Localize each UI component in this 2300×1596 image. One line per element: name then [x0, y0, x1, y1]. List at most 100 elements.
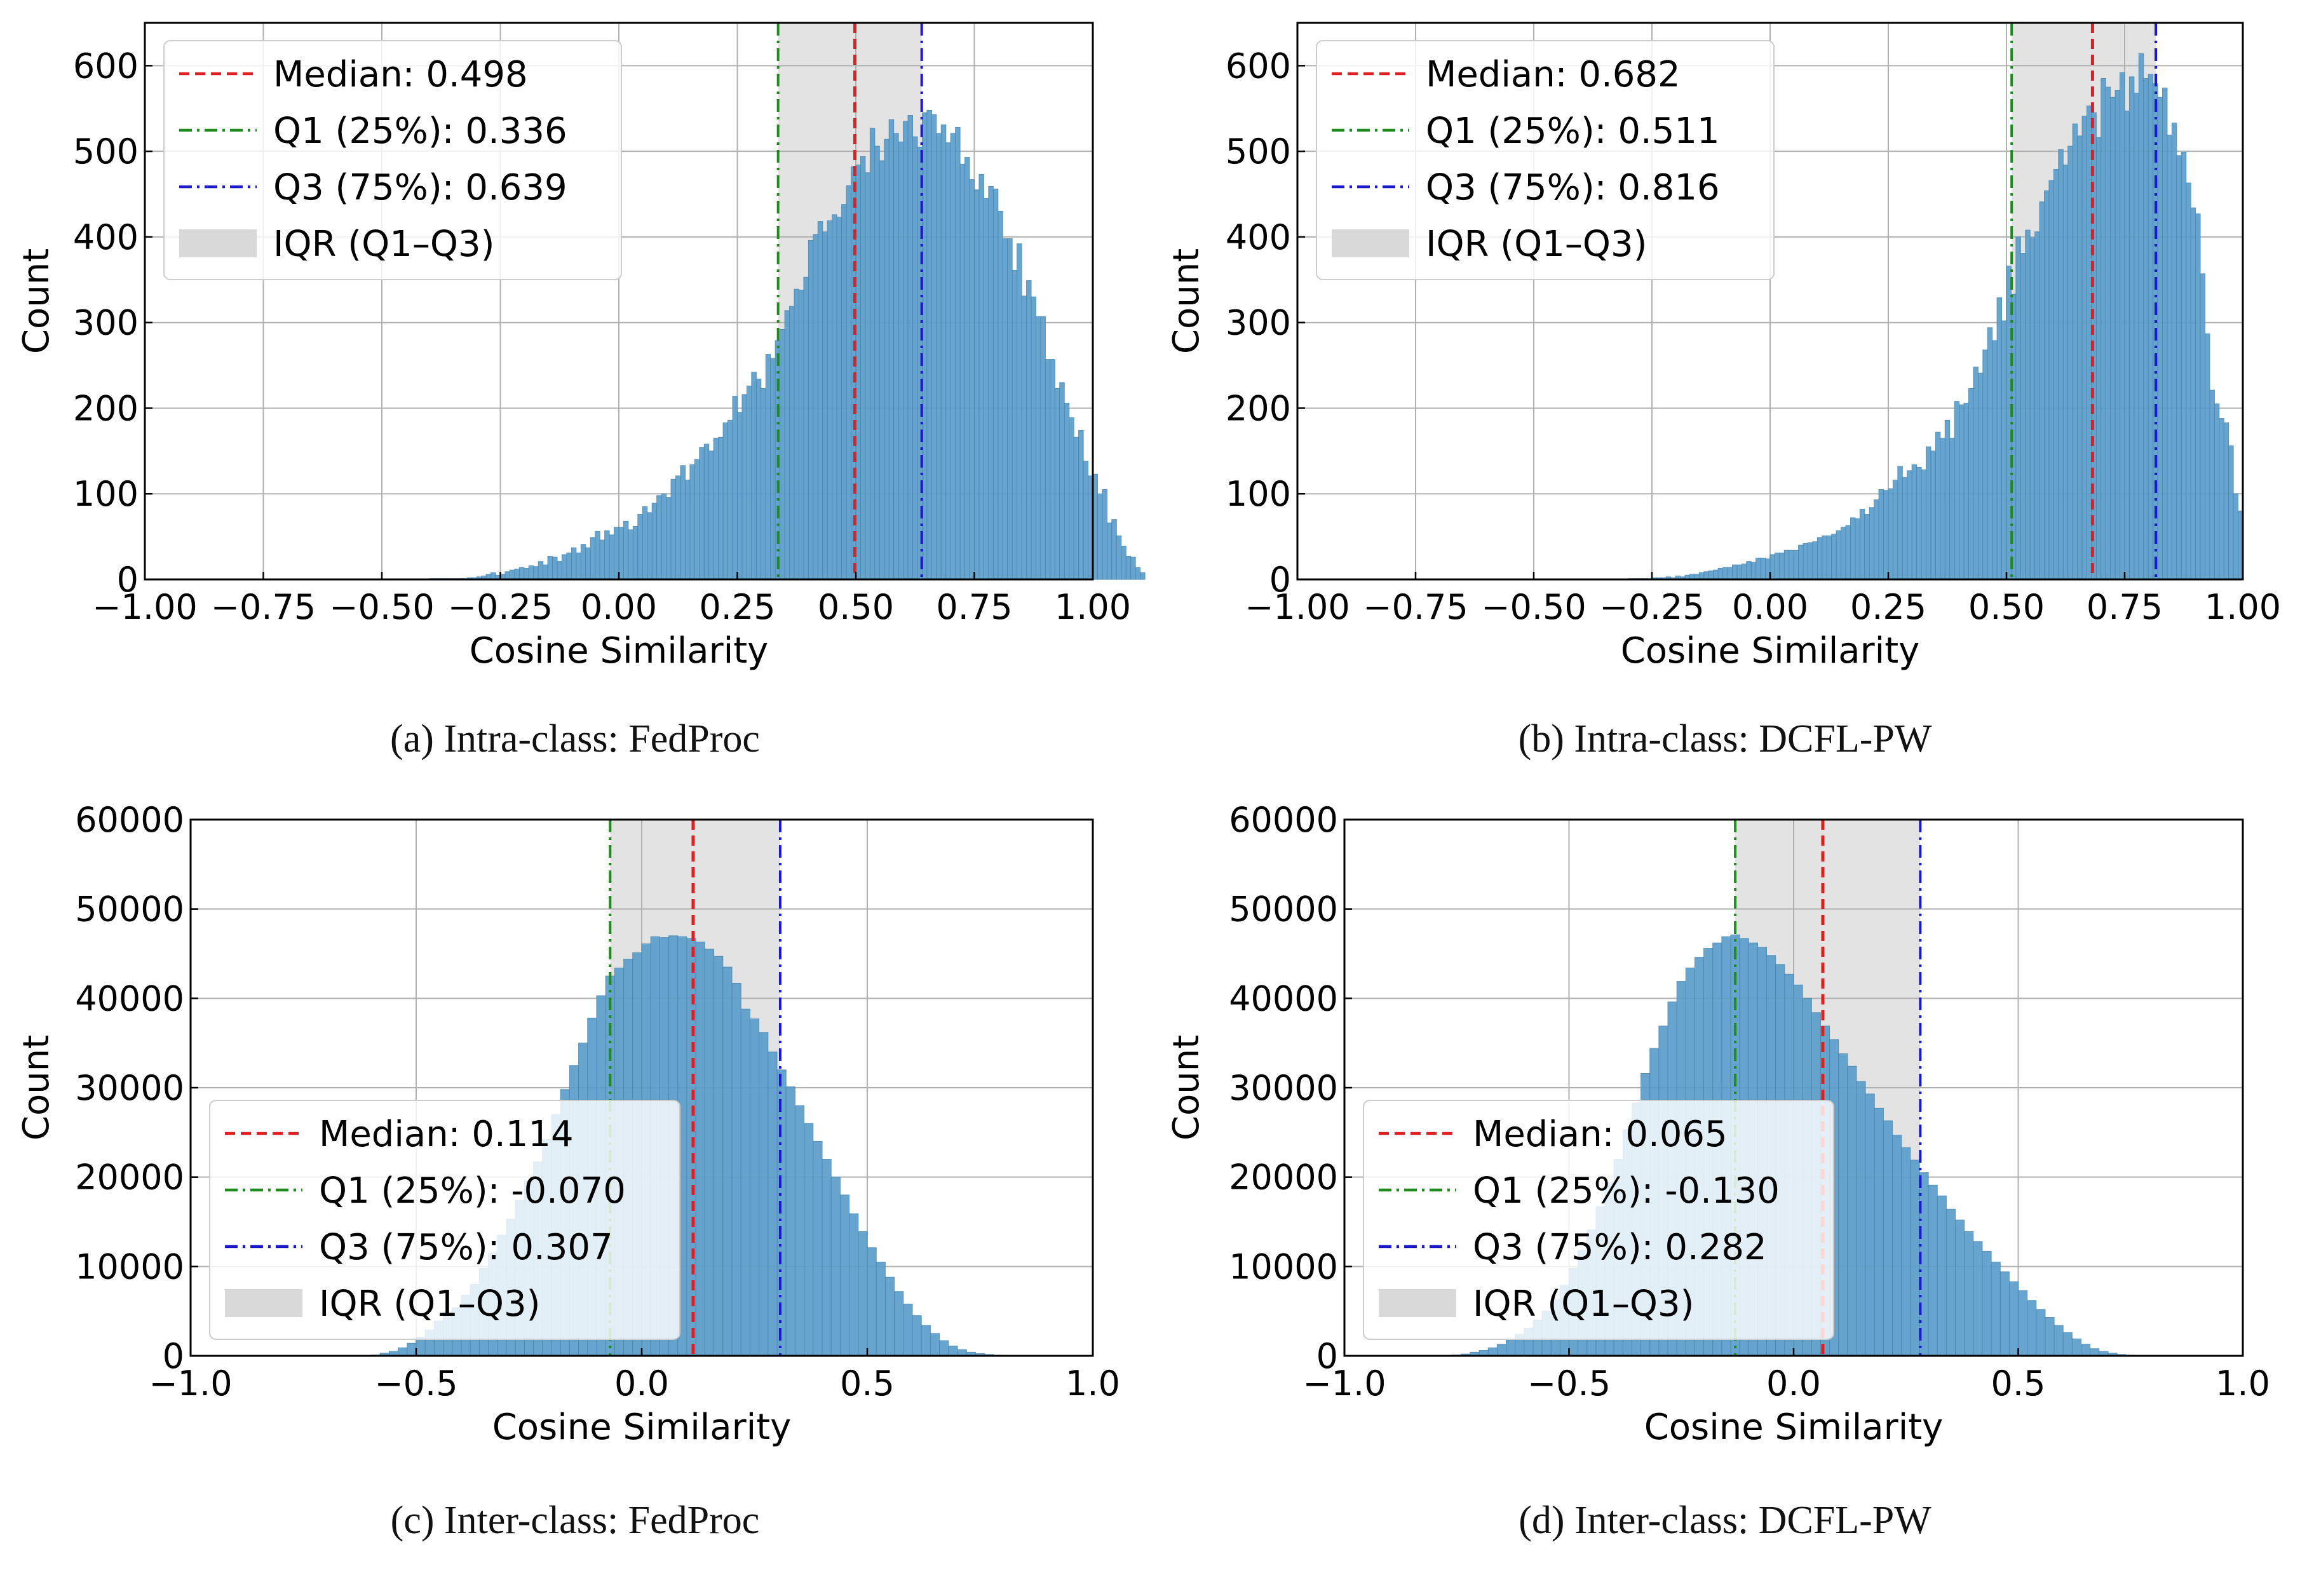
panel-a-bar: [780, 328, 785, 580]
panel-a-bar: [666, 497, 672, 580]
panel-a-bar: [637, 514, 643, 580]
panel-d-bar: [2036, 1309, 2046, 1356]
panel-a-xtick-label: 0.75: [936, 587, 1012, 627]
panel-b-bar: [1878, 489, 1884, 580]
panel-c-bar: [930, 1333, 940, 1356]
panel-b-bar: [1892, 480, 1898, 580]
panel-d-legend-box: [1363, 1100, 1834, 1340]
panel-c-bar: [839, 1194, 850, 1356]
panel-a-bar: [846, 185, 852, 580]
panel-d-bar: [2080, 1344, 2091, 1356]
panel-c-bar: [407, 1342, 417, 1356]
panel-b-bar: [1977, 372, 1984, 580]
panel-d-ytick-label: 10000: [1229, 1247, 1338, 1287]
panel-d-ytick-label: 50000: [1229, 889, 1338, 930]
panel-a-bar: [1097, 493, 1103, 580]
panel-a-bar: [936, 133, 942, 580]
panel-c-ytick-label: 30000: [75, 1068, 184, 1108]
panel-c-legend-iqr-swatch: [225, 1289, 302, 1317]
panel-a-bar: [670, 478, 677, 580]
panel-b-xtick-label: 0.25: [1850, 587, 1926, 627]
panel-b-bar: [2114, 90, 2121, 580]
panel-b-bar: [2020, 253, 2026, 580]
panel-c-bar: [749, 1018, 760, 1356]
panel-a-xtick-label: −0.50: [329, 587, 434, 627]
panel-a-bar: [614, 527, 619, 580]
panel-b-bar: [1731, 564, 1738, 580]
panel-a-bar: [869, 128, 876, 580]
panel-a-bar: [822, 231, 828, 580]
panel-a-bar: [1140, 572, 1146, 580]
panel-b-bar: [2124, 111, 2130, 580]
panel-a-bar: [538, 561, 544, 580]
panel-a-bar: [561, 554, 567, 580]
panel-c-xlabel: Cosine Similarity: [492, 1407, 792, 1448]
panel-b-xlabel: Cosine Similarity: [1621, 630, 1920, 672]
panel-a-bar: [751, 372, 757, 580]
panel-a-bar: [1017, 243, 1022, 580]
panel-a-bar: [841, 204, 847, 580]
panel-a-bar: [713, 438, 719, 580]
panel-c-bar: [731, 982, 741, 1356]
panel-c-bar: [759, 1032, 769, 1356]
panel-b-xtick-label: 0.00: [1732, 587, 1808, 627]
panel-a-ytick-label: 600: [73, 46, 139, 86]
panel-a-bar: [595, 531, 600, 580]
panel-d-bar: [1928, 1184, 1938, 1356]
panel-b-bar: [2200, 273, 2205, 580]
panel-d-bar: [1847, 1065, 1857, 1356]
panel-a-bar: [1045, 359, 1051, 580]
panel-b-xtick-label: 0.75: [2087, 587, 2163, 627]
panel-c-bar: [948, 1346, 958, 1356]
panel-d-bar: [1999, 1271, 2010, 1356]
panel-a-bar: [557, 561, 562, 580]
panel-b-bar: [2219, 418, 2224, 580]
panel-d-legend-q3-label: Q3 (75%): 0.282: [1473, 1227, 1767, 1268]
panel-a-bar: [524, 567, 529, 580]
panel-b-bar: [2209, 389, 2215, 580]
panel-b-bar: [2048, 180, 2054, 580]
panel-a-legend-median-label: Median: 0.498: [273, 54, 528, 95]
panel-d-bar: [1865, 1093, 1875, 1356]
panel-d-bar: [2045, 1317, 2055, 1356]
panel-a-bar: [964, 157, 970, 580]
panel-b-xtick-label: −1.00: [1245, 587, 1350, 627]
panel-b-bar: [2120, 72, 2125, 580]
panel-b-bar: [2034, 231, 2040, 580]
panel-b-xtick-label: −0.75: [1363, 587, 1468, 627]
panel-b-bar: [2157, 97, 2163, 580]
panel-b-bar: [1760, 557, 1766, 580]
panel-a-bar: [974, 189, 980, 580]
panel-b-bar: [1783, 550, 1790, 580]
panel-a-bar: [808, 240, 814, 580]
panel-d-legend-iqr-label: IQR (Q1–Q3): [1473, 1283, 1694, 1325]
panel-a-bar: [1007, 238, 1013, 580]
panel-c-ytick-label: 10000: [75, 1247, 184, 1287]
panel-d-bar: [1955, 1219, 1965, 1356]
panel-a-bar: [599, 539, 605, 580]
panel-b-bar: [2110, 97, 2116, 580]
panel-a-bar: [865, 172, 870, 580]
panel-c-legend: Median: 0.114 Q1 (25%): -0.070 Q3 (75%): 0…: [209, 1100, 680, 1340]
panel-b-bar: [1836, 530, 1842, 580]
panel-b-ytick-label: 0: [1269, 560, 1291, 600]
panel-a-ytick-label: 0: [117, 560, 139, 600]
panel-b-bar: [1982, 349, 1988, 580]
panel-d-bar: [2008, 1281, 2019, 1356]
panel-a-bar: [509, 569, 515, 580]
panel-b-bar: [1750, 562, 1757, 580]
panel-a-legend-q1-label: Q1 (25%): 0.336: [273, 111, 567, 152]
panel-b-bar: [1869, 507, 1875, 580]
panel-d-ytick-label: 30000: [1229, 1068, 1338, 1108]
panel-a-bar: [552, 557, 558, 580]
panel-b-bar: [1803, 543, 1809, 580]
panel-c-ylabel: Count: [16, 1035, 57, 1140]
panel-c-bar: [740, 1008, 750, 1356]
panel-a-bar: [528, 565, 534, 580]
panel-a-bar: [860, 156, 866, 580]
panel-c-bar: [714, 956, 724, 1356]
panel-b-legend: Median: 0.682 Q1 (25%): 0.511 Q3 (75%): 0.…: [1316, 40, 1775, 280]
panel-a-ytick-label: 200: [73, 388, 139, 428]
panel-a-xlabel: Cosine Similarity: [470, 630, 769, 672]
panel-a-bar: [789, 306, 795, 580]
